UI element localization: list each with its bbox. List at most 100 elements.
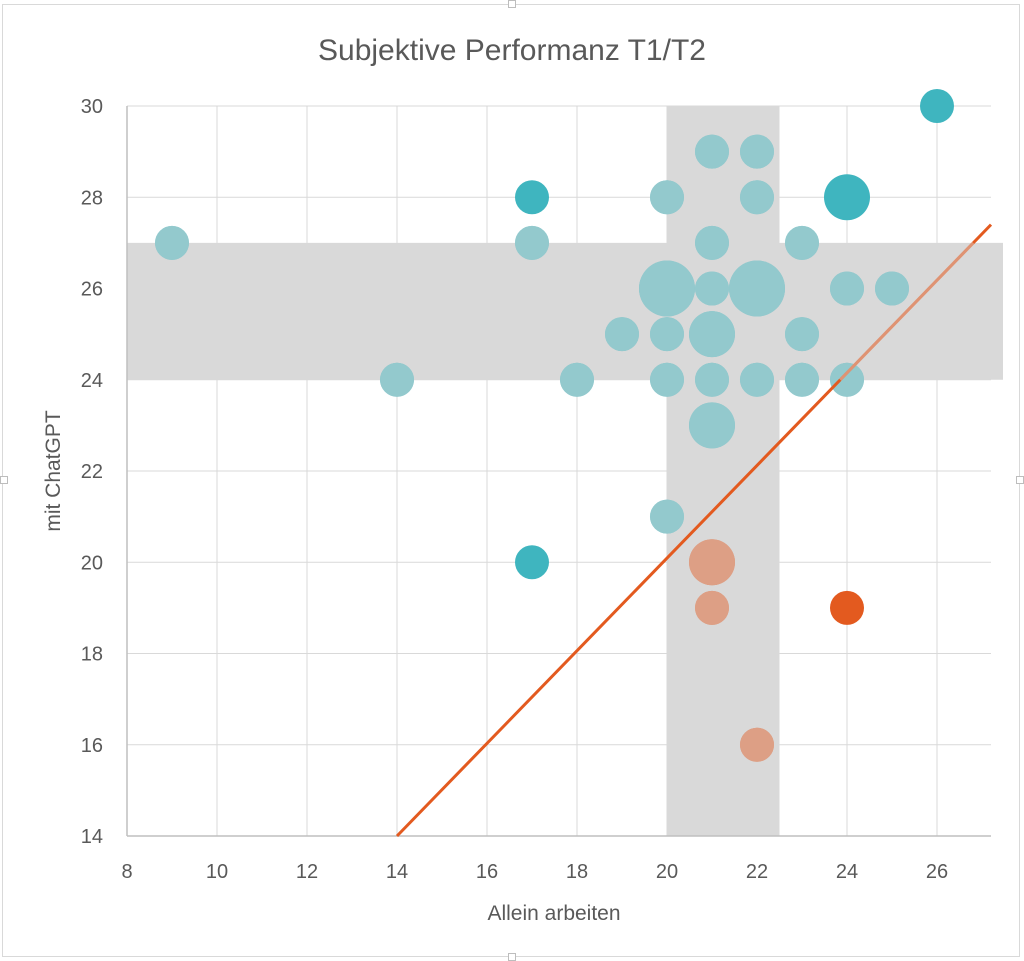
data-point-band-overlay <box>689 402 735 449</box>
data-point <box>920 89 954 123</box>
y-tick-label-16: 16 <box>81 735 103 757</box>
data-point <box>830 271 864 306</box>
data-point <box>830 590 864 625</box>
data-point-band-overlay <box>650 317 684 352</box>
data-point <box>650 180 684 215</box>
data-point-band-overlay <box>875 271 909 306</box>
data-point-bubble <box>824 174 870 221</box>
data-point-band-overlay <box>695 590 729 625</box>
data-point <box>740 727 774 762</box>
data-point-band-overlay <box>639 260 695 317</box>
data-point <box>875 271 909 306</box>
data-point <box>689 402 735 449</box>
data-point-band-overlay <box>695 225 729 260</box>
data-point <box>729 260 785 317</box>
y-tick-label-20: 20 <box>81 552 103 574</box>
data-points <box>155 89 954 762</box>
diagonal-line-band-overlay <box>839 241 975 381</box>
data-point <box>155 225 189 260</box>
diagonal-line-group <box>395 223 993 838</box>
x-tick-label-12: 12 <box>296 861 318 883</box>
chart-title: Subjektive Performanz T1/T2 <box>318 34 706 67</box>
data-point <box>695 134 729 169</box>
data-point <box>605 317 639 352</box>
data-point-band-overlay <box>515 225 549 260</box>
data-point <box>695 590 729 625</box>
data-point-bubble <box>515 180 549 215</box>
data-point-band-overlay <box>689 311 735 358</box>
data-point-band-overlay <box>155 225 189 260</box>
data-point <box>515 545 549 580</box>
data-point <box>785 317 819 352</box>
data-point <box>689 311 735 358</box>
data-point <box>650 317 684 352</box>
data-point-band-overlay <box>560 362 594 397</box>
data-point-band-overlay <box>695 134 729 169</box>
x-tick-label-26: 26 <box>926 861 948 883</box>
data-point-bubble <box>515 545 549 580</box>
data-point <box>695 362 729 397</box>
data-point-band-overlay <box>695 271 729 306</box>
data-point <box>695 225 729 260</box>
resize-handle-left[interactable] <box>0 476 8 484</box>
data-point-band-overlay <box>785 362 819 397</box>
y-tick-label-26: 26 <box>81 279 103 301</box>
data-point-band-overlay <box>650 362 684 397</box>
data-point-band-overlay <box>785 317 819 352</box>
data-point <box>830 362 864 397</box>
data-point-band-overlay <box>729 260 785 317</box>
data-point-band-overlay <box>830 362 864 397</box>
data-point <box>515 225 549 260</box>
data-point-band-overlay <box>740 134 774 169</box>
diagonal-line <box>395 378 842 838</box>
x-tick-label-22: 22 <box>746 861 768 883</box>
y-axis-label: mit ChatGPT <box>42 410 65 532</box>
y-tick-label-24: 24 <box>81 370 103 392</box>
resize-handle-top[interactable] <box>508 0 516 8</box>
data-point <box>689 539 735 586</box>
y-tick-label-22: 22 <box>81 461 103 483</box>
x-tick-label-18: 18 <box>566 861 588 883</box>
data-point-band-overlay <box>740 362 774 397</box>
x-tick-label-14: 14 <box>386 861 408 883</box>
x-tick-label-8: 8 <box>121 861 132 883</box>
data-point-band-overlay <box>605 317 639 352</box>
data-point-band-overlay <box>695 362 729 397</box>
gridlines <box>127 105 991 836</box>
x-tick-label-10: 10 <box>206 861 228 883</box>
data-point <box>650 362 684 397</box>
data-point-bubble <box>920 89 954 123</box>
axes: 8 10 12 14 16 18 20 22 24 26 14 16 18 20 22 24 26 28 30 <box>81 96 991 883</box>
data-point <box>560 362 594 397</box>
data-point-band-overlay <box>380 362 414 397</box>
data-point <box>650 499 684 534</box>
data-point-bubble <box>830 590 864 625</box>
x-axis-label: Allein arbeiten <box>487 902 620 925</box>
data-point-band-overlay <box>650 499 684 534</box>
band-y-0 <box>127 242 1003 380</box>
x-tick-label-20: 20 <box>656 861 678 883</box>
data-point-band-overlay <box>650 180 684 215</box>
data-point-band-overlay <box>740 180 774 215</box>
data-point <box>824 174 870 221</box>
data-point <box>695 271 729 306</box>
data-point <box>740 362 774 397</box>
y-tick-label-30: 30 <box>81 96 103 118</box>
data-point <box>740 180 774 215</box>
data-point <box>515 180 549 215</box>
diagonal-line-upper <box>839 223 993 381</box>
data-point <box>380 362 414 397</box>
data-point-band-overlay <box>740 727 774 762</box>
x-tick-label-24: 24 <box>836 861 858 883</box>
data-point <box>785 362 819 397</box>
data-point-band-overlay <box>785 225 819 260</box>
data-point-band-overlay <box>830 271 864 306</box>
x-tick-label-16: 16 <box>476 861 498 883</box>
data-point <box>639 260 695 317</box>
y-tick-label-18: 18 <box>81 644 103 666</box>
data-point <box>740 134 774 169</box>
data-point-band-overlay <box>689 539 735 586</box>
y-tick-label-28: 28 <box>81 187 103 209</box>
data-point <box>785 225 819 260</box>
